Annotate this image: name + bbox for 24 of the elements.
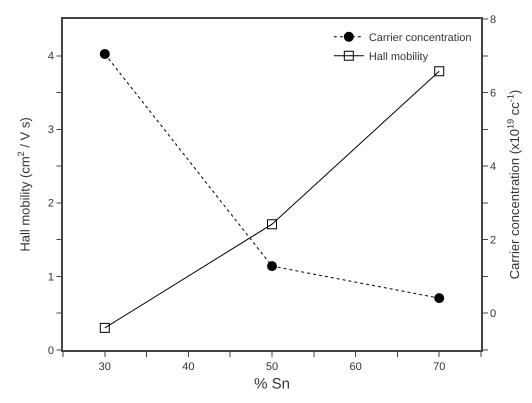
- y-tick-label: 3: [48, 124, 54, 136]
- x-axis-title: % Sn: [254, 375, 290, 392]
- x-tick-label: 50: [266, 360, 278, 373]
- y-tick-label: 0: [48, 344, 54, 357]
- y-tick-label: 2: [48, 198, 54, 210]
- x-tick-label: 30: [98, 360, 111, 373]
- x-tick-label: 40: [182, 360, 195, 373]
- x-tick-label: 70: [433, 360, 446, 373]
- y2-tick-label: 2: [490, 234, 496, 247]
- point: [100, 322, 110, 333]
- legend-label: Carrier concentration: [368, 32, 472, 44]
- y2-tick-label: 6: [490, 87, 496, 100]
- y2-tick-label: 8: [490, 14, 496, 26]
- point: [434, 293, 444, 304]
- y2-tick-label: 0: [490, 308, 496, 320]
- y-tick-label: 4: [48, 50, 54, 63]
- y-tick-label: 1: [48, 271, 54, 284]
- y2-tick-label: 4: [490, 160, 496, 173]
- x-tick-label: 60: [349, 360, 362, 373]
- point: [267, 261, 277, 272]
- point: [100, 48, 110, 59]
- point: [434, 66, 444, 76]
- point: [267, 219, 277, 230]
- legend-label: Hall mobility: [368, 51, 429, 64]
